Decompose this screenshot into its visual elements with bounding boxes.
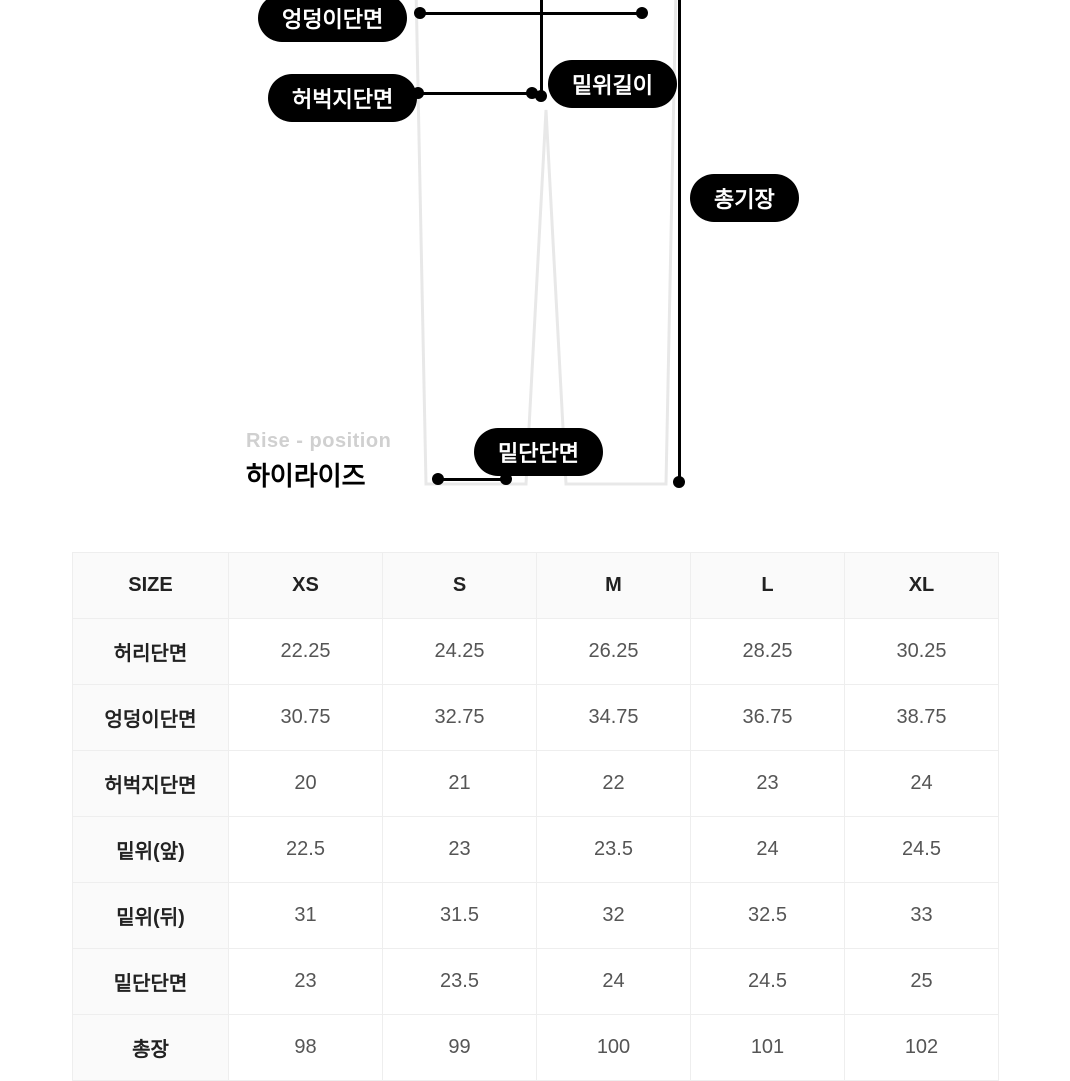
arrow-total-dot-b — [673, 476, 685, 488]
size-table: SIZE XS S M L XL 허리단면 22.25 24.25 26.25 … — [72, 552, 999, 1081]
measurement-diagram: 엉덩이단면 허벅지단면 밑위길이 총기장 밑단단면 Rise - positio… — [0, 0, 1070, 540]
row-label: 허리단면 — [73, 619, 229, 685]
cell: 24.5 — [691, 949, 845, 1015]
rise-position-title: 하이라이즈 — [246, 456, 366, 493]
row-label: 밑위(앞) — [73, 817, 229, 883]
cell: 21 — [383, 751, 537, 817]
arrow-hip-dot-l — [414, 7, 426, 19]
cell: 24 — [845, 751, 999, 817]
header-xs: XS — [229, 553, 383, 619]
cell: 22 — [537, 751, 691, 817]
cell: 100 — [537, 1015, 691, 1081]
table-row: 허리단면 22.25 24.25 26.25 28.25 30.25 — [73, 619, 999, 685]
cell: 32 — [537, 883, 691, 949]
arrow-hem-dot-l — [432, 473, 444, 485]
arrow-thigh — [418, 92, 532, 95]
arrow-total — [678, 0, 681, 482]
size-table-head: SIZE XS S M L XL — [73, 553, 999, 619]
cell: 99 — [383, 1015, 537, 1081]
cell: 20 — [229, 751, 383, 817]
cell: 101 — [691, 1015, 845, 1081]
header-l: L — [691, 553, 845, 619]
cell: 33 — [845, 883, 999, 949]
cell: 22.5 — [229, 817, 383, 883]
header-s: S — [383, 553, 537, 619]
cell: 25 — [845, 949, 999, 1015]
cell: 31 — [229, 883, 383, 949]
label-hip: 엉덩이단면 — [258, 0, 407, 42]
cell: 38.75 — [845, 685, 999, 751]
size-table-body: 허리단면 22.25 24.25 26.25 28.25 30.25 엉덩이단면… — [73, 619, 999, 1081]
cell: 30.75 — [229, 685, 383, 751]
cell: 24 — [691, 817, 845, 883]
table-row: 허벅지단면 20 21 22 23 24 — [73, 751, 999, 817]
header-xl: XL — [845, 553, 999, 619]
arrow-rise-dot-b — [535, 90, 547, 102]
cell: 32.5 — [691, 883, 845, 949]
cell: 28.25 — [691, 619, 845, 685]
cell: 23 — [691, 751, 845, 817]
cell: 22.25 — [229, 619, 383, 685]
cell: 32.75 — [383, 685, 537, 751]
row-label: 허벅지단면 — [73, 751, 229, 817]
table-row: 총장 98 99 100 101 102 — [73, 1015, 999, 1081]
cell: 23 — [229, 949, 383, 1015]
cell: 30.25 — [845, 619, 999, 685]
label-thigh: 허벅지단면 — [268, 74, 417, 122]
arrow-hem-dot-r — [500, 473, 512, 485]
table-header-row: SIZE XS S M L XL — [73, 553, 999, 619]
table-row: 밑위(뒤) 31 31.5 32 32.5 33 — [73, 883, 999, 949]
row-label: 밑단단면 — [73, 949, 229, 1015]
label-hem: 밑단단면 — [474, 428, 603, 476]
arrow-hip — [420, 12, 642, 15]
cell: 102 — [845, 1015, 999, 1081]
arrow-hip-dot-r — [636, 7, 648, 19]
label-rise-length: 밑위길이 — [548, 60, 677, 108]
cell: 26.25 — [537, 619, 691, 685]
arrow-hem — [438, 478, 506, 481]
label-total-length: 총기장 — [690, 174, 799, 222]
arrow-thigh-dot-l — [412, 87, 424, 99]
row-label: 밑위(뒤) — [73, 883, 229, 949]
header-m: M — [537, 553, 691, 619]
cell: 36.75 — [691, 685, 845, 751]
row-label: 엉덩이단면 — [73, 685, 229, 751]
cell: 98 — [229, 1015, 383, 1081]
table-row: 엉덩이단면 30.75 32.75 34.75 36.75 38.75 — [73, 685, 999, 751]
cell: 23.5 — [537, 817, 691, 883]
row-label: 총장 — [73, 1015, 229, 1081]
cell: 31.5 — [383, 883, 537, 949]
arrow-rise — [540, 0, 543, 96]
cell: 24 — [537, 949, 691, 1015]
cell: 23 — [383, 817, 537, 883]
table-row: 밑단단면 23 23.5 24 24.5 25 — [73, 949, 999, 1015]
table-row: 밑위(앞) 22.5 23 23.5 24 24.5 — [73, 817, 999, 883]
cell: 24.25 — [383, 619, 537, 685]
cell: 23.5 — [383, 949, 537, 1015]
cell: 24.5 — [845, 817, 999, 883]
header-size: SIZE — [73, 553, 229, 619]
cell: 34.75 — [537, 685, 691, 751]
rise-position-subtitle: Rise - position — [246, 430, 391, 453]
